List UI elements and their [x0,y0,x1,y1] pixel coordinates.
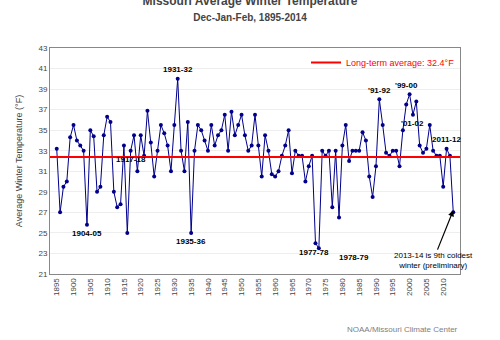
svg-text:1985: 1985 [355,278,364,296]
svg-text:37: 37 [38,105,47,114]
svg-text:1950: 1950 [237,278,246,296]
svg-text:1975: 1975 [321,278,330,296]
svg-text:1960: 1960 [271,278,280,296]
svg-text:'01-02: '01-02 [401,119,424,128]
svg-text:1965: 1965 [288,278,297,296]
svg-text:1977-78: 1977-78 [299,248,329,257]
svg-text:2005: 2005 [422,278,431,296]
svg-text:1917-18: 1917-18 [116,155,146,164]
svg-text:2000: 2000 [405,278,414,296]
svg-text:1935: 1935 [187,278,196,296]
svg-text:1995: 1995 [388,278,397,296]
svg-text:1978-79: 1978-79 [339,253,369,262]
svg-text:1895: 1895 [52,278,61,296]
svg-text:33: 33 [38,147,47,156]
svg-text:1955: 1955 [254,278,263,296]
svg-text:21: 21 [38,270,47,279]
svg-text:1910: 1910 [103,278,112,296]
svg-text:31: 31 [38,167,47,176]
svg-text:1905: 1905 [86,278,95,296]
svg-text:1945: 1945 [220,278,229,296]
svg-text:1904-05: 1904-05 [72,229,102,238]
svg-text:27: 27 [38,208,47,217]
svg-text:29: 29 [38,188,47,197]
svg-text:1900: 1900 [69,278,78,296]
svg-text:'99-00: '99-00 [395,81,418,90]
svg-text:1930: 1930 [170,278,179,296]
svg-text:35: 35 [38,126,47,135]
svg-text:2010: 2010 [439,278,448,296]
svg-text:1990: 1990 [372,278,381,296]
svg-text:NOAA/Missouri Climate Center: NOAA/Missouri Climate Center [347,325,458,334]
svg-text:25: 25 [38,229,47,238]
svg-text:1970: 1970 [304,278,313,296]
svg-text:1940: 1940 [204,278,213,296]
svg-text:1980: 1980 [338,278,347,296]
svg-text:'91-92: '91-92 [368,86,391,95]
svg-text:2013-14 is 9th coldestwinter (: 2013-14 is 9th coldestwinter (preliminar… [394,251,473,270]
svg-text:39: 39 [38,85,47,94]
svg-text:1935-36: 1935-36 [176,237,206,246]
svg-text:1915: 1915 [120,278,129,296]
svg-text:Missouri Average Winter Temper: Missouri Average Winter TemperatureDec-J… [143,0,358,23]
svg-text:1925: 1925 [153,278,162,296]
svg-text:23: 23 [38,249,47,258]
svg-text:Long-term average: 32.4°F: Long-term average: 32.4°F [346,58,454,68]
svg-text:1920: 1920 [136,278,145,296]
svg-text:41: 41 [38,64,47,73]
svg-text:Average Winter Temperature (°F: Average Winter Temperature (°F) [14,95,24,227]
svg-text:1931-32: 1931-32 [163,65,193,74]
svg-text:43: 43 [38,44,47,53]
svg-text:2011-12: 2011-12 [432,135,461,144]
